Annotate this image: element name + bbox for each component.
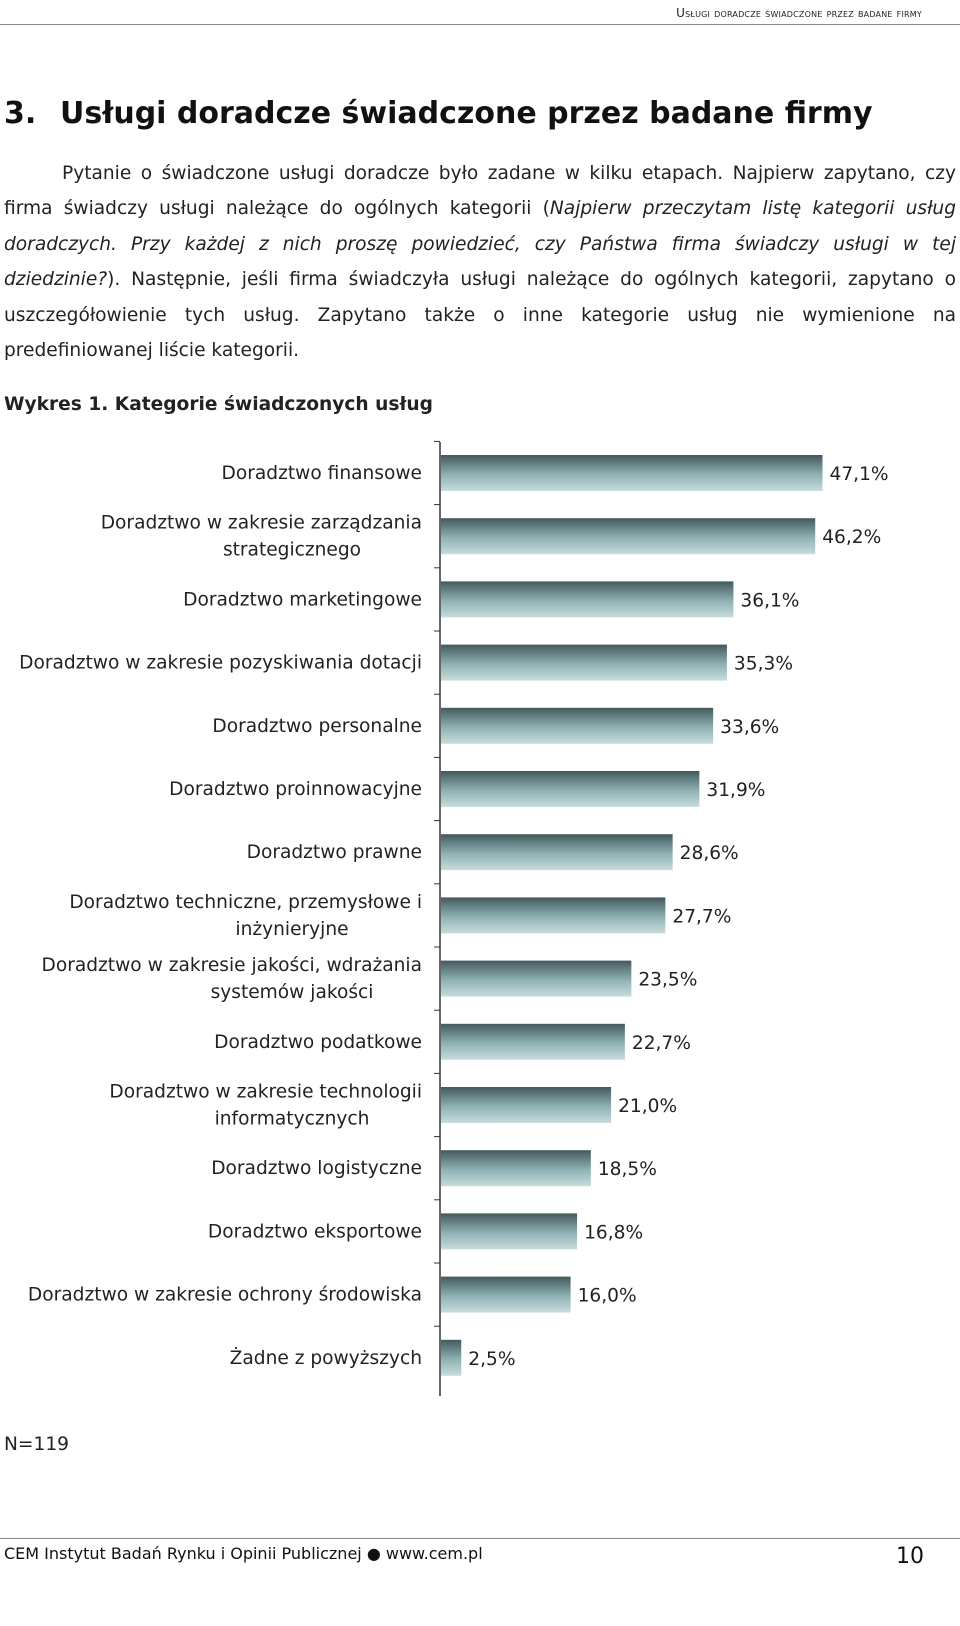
category-label-line: Doradztwo techniczne, przemysłowe i (69, 892, 422, 913)
category-label: Doradztwo w zakresie technologii informat… (109, 1082, 422, 1130)
category-label-line: informatycznych (215, 1109, 370, 1130)
category-label-line: strategicznego (223, 540, 361, 561)
category-label-line: Doradztwo w zakresie technologii (109, 1082, 422, 1103)
category-label-line: systemów jakości (211, 982, 374, 1003)
data-label: 16,0% (578, 1286, 637, 1307)
data-label: 28,6% (680, 843, 739, 864)
data-label: 36,1% (740, 590, 799, 611)
category-label-line: Doradztwo eksportowe (208, 1221, 422, 1242)
category-label: Żadne z powyższych (230, 1346, 422, 1369)
data-label: 16,8% (584, 1222, 643, 1243)
category-label-line: Doradztwo w zakresie jakości, wdrażania (42, 955, 422, 976)
bar (441, 960, 632, 997)
data-label: 46,2% (822, 527, 881, 548)
category-label-line: inżynieryjne (235, 919, 348, 940)
bar (441, 897, 666, 934)
data-label: 35,3% (734, 654, 793, 675)
category-label: Doradztwo logistyczne (211, 1158, 422, 1179)
bar (441, 1150, 591, 1187)
data-label: 18,5% (598, 1159, 657, 1180)
data-label: 47,1% (830, 464, 889, 485)
paragraph-text-italic: Najpierw przeczytam listę kategorii usłu… (4, 198, 956, 291)
paragraph-text-1: Pytanie o świadczone usługi doradcze był… (4, 163, 956, 220)
bar (441, 455, 823, 491)
bar (441, 518, 816, 555)
category-label-line: Doradztwo w zakresie ochrony środowiska (28, 1285, 422, 1306)
category-label-line: Doradztwo personalne (212, 716, 422, 737)
bar (441, 644, 727, 681)
category-label: Doradztwo eksportowe (208, 1221, 422, 1242)
footer-rule (0, 1538, 960, 1539)
bar-chart-svg: 47,1% Doradztwo finansowe 46,2% Doradztwo w… (19, 440, 889, 1396)
category-label: Doradztwo finansowe (222, 463, 422, 484)
category-label: Doradztwo prawne (247, 842, 422, 863)
data-label: 21,0% (618, 1096, 677, 1117)
bar (441, 1276, 571, 1313)
category-label-line: Żadne z powyższych (230, 1346, 422, 1369)
bar-chart: 47,1% Doradztwo finansowe 46,2% Doradztwo w… (0, 440, 960, 1400)
category-label: Doradztwo w zakresie pozyskiwania dotacj… (19, 653, 422, 674)
data-label: 2,5% (468, 1349, 515, 1370)
data-label: 27,7% (672, 906, 731, 927)
category-label-line: Doradztwo podatkowe (214, 1032, 422, 1053)
category-label-line: Doradztwo logistyczne (211, 1158, 422, 1179)
category-label-line: Doradztwo w zakresie zarządzania (101, 513, 422, 534)
data-label: 23,5% (638, 970, 697, 991)
paragraph-text-2: ). Następnie, jeśli firma świadczyła usł… (4, 269, 956, 362)
category-label: Doradztwo w zakresie jakości, wdrażania s… (42, 955, 422, 1003)
data-label: 31,9% (706, 780, 765, 801)
category-label-line: Doradztwo marketingowe (183, 589, 422, 610)
section-title: Usługi doradcze świadczone przez badane … (60, 96, 873, 131)
page-number: 10 (896, 1544, 924, 1569)
category-label-line: Doradztwo prawne (247, 842, 422, 863)
figure-caption: Wykres 1. Kategorie świadczonych usług (4, 394, 433, 415)
bar (441, 1023, 625, 1060)
category-label-line: Doradztwo finansowe (222, 463, 422, 484)
bar (441, 581, 734, 618)
bar (441, 771, 700, 807)
category-label: Doradztwo w zakresie ochrony środowiska (28, 1285, 422, 1306)
bar (441, 1087, 612, 1123)
category-label: Doradztwo marketingowe (183, 589, 422, 610)
category-label-line: Doradztwo proinnowacyjne (169, 779, 422, 800)
running-header: Usługi doradcze świadczone przez badane … (676, 6, 922, 20)
body-paragraph: Pytanie o świadczone usługi doradcze był… (4, 156, 956, 368)
category-label: Doradztwo w zakresie zarządzania strategi… (101, 513, 422, 561)
data-label: 33,6% (720, 717, 779, 738)
category-label-line: Doradztwo w zakresie pozyskiwania dotacj… (19, 653, 422, 674)
bar (441, 834, 673, 871)
category-label: Doradztwo personalne (212, 716, 422, 737)
category-label: Doradztwo proinnowacyjne (169, 779, 422, 800)
bar (441, 1339, 462, 1376)
category-label: Doradztwo podatkowe (214, 1032, 422, 1053)
footer-publisher: CEM Instytut Badań Rynku i Opinii Public… (4, 1544, 483, 1563)
sample-size-note: N=119 (4, 1434, 69, 1455)
bar (441, 1213, 578, 1250)
bar (441, 707, 714, 744)
section-number: 3. (4, 96, 37, 131)
category-label: Doradztwo techniczne, przemysłowe i inżyn… (69, 892, 422, 940)
header-rule (0, 24, 960, 25)
data-label: 22,7% (632, 1033, 691, 1054)
section-heading: 3. Usługi doradcze świadczone przez badan… (4, 96, 873, 131)
